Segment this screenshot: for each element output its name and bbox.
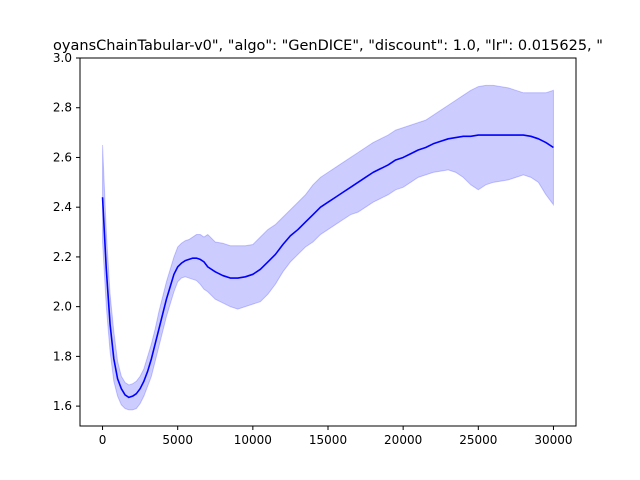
x-tick-label: 15000 (309, 433, 347, 447)
y-tick-label: 2.4 (53, 200, 72, 214)
x-tick-label: 25000 (459, 433, 497, 447)
x-tick-label: 10000 (234, 433, 272, 447)
plot-area (101, 84, 554, 411)
x-tick-label: 5000 (162, 433, 193, 447)
x-tick-label: 30000 (534, 433, 572, 447)
y-tick-label: 3.0 (53, 51, 72, 65)
y-tick-label: 1.6 (53, 399, 72, 413)
y-tick-label: 2.0 (53, 300, 72, 314)
plot-frame (79, 57, 577, 427)
y-axis: 1.6 1.8 2.0 2.2 2.4 2.6 2.8 3.0 (53, 51, 80, 413)
y-tick-label: 2.6 (53, 150, 72, 164)
y-tick-label: 2.2 (53, 250, 72, 264)
x-axis: 0 5000 10000 15000 20000 25000 30000 (99, 426, 573, 447)
chart-title: oyansChainTabular-v0", "algo": "GenDICE"… (53, 38, 603, 54)
y-tick-label: 2.8 (53, 101, 72, 115)
x-tick-label: 20000 (384, 433, 422, 447)
y-tick-label: 1.8 (53, 349, 72, 363)
x-tick-label: 0 (99, 433, 107, 447)
confidence-band (102, 84, 554, 411)
mean-line (101, 134, 554, 399)
